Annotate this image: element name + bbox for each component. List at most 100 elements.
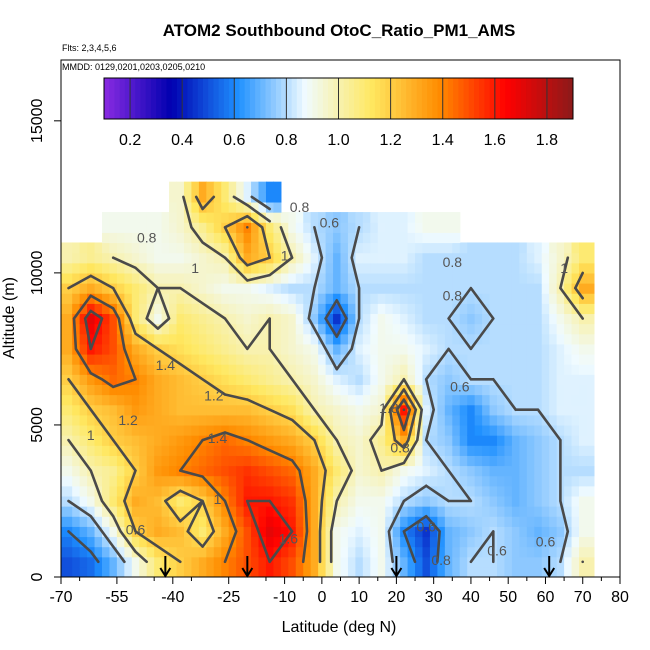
heatmap-cell — [288, 242, 297, 254]
heatmap-cell — [176, 333, 185, 345]
heatmap-cell — [362, 303, 371, 315]
heatmap-cell — [534, 272, 543, 284]
heatmap-cell — [154, 506, 163, 517]
heatmap-cell — [549, 475, 558, 487]
heatmap-cell — [273, 343, 282, 355]
heatmap-cell — [459, 424, 468, 436]
heatmap-cell — [87, 313, 96, 325]
heatmap-cell — [526, 303, 535, 315]
heatmap-cell — [407, 242, 416, 254]
colorbar-segment — [281, 78, 287, 119]
heatmap-cell — [288, 303, 297, 315]
heatmap-cell — [556, 516, 565, 527]
heatmap-cell — [444, 546, 453, 558]
heatmap-cell — [362, 516, 371, 527]
heatmap-cell — [146, 293, 155, 304]
heatmap-cell — [236, 526, 245, 538]
heatmap-cell — [206, 404, 215, 416]
heatmap-cell — [571, 293, 580, 304]
heatmap-cell — [310, 364, 319, 375]
heatmap-cell — [221, 546, 230, 558]
heatmap-cell — [61, 343, 66, 355]
colorbar-segment — [526, 78, 532, 119]
heatmap-cell — [519, 424, 528, 436]
heatmap-cell — [415, 404, 424, 416]
heatmap-cell — [459, 303, 468, 315]
heatmap-cell — [497, 566, 506, 577]
heatmap-cell — [161, 353, 170, 365]
heatmap-cell — [467, 465, 476, 477]
x-tick-label: -25 — [217, 589, 240, 606]
heatmap-cell — [444, 526, 453, 538]
heatmap-cell — [206, 485, 215, 497]
heatmap-cell — [61, 252, 66, 264]
heatmap-cell — [101, 475, 111, 487]
heatmap-cell — [452, 516, 461, 527]
heatmap-cell — [154, 445, 163, 456]
heatmap-cell — [61, 313, 66, 325]
heatmap-cell — [549, 455, 558, 467]
heatmap-cell — [362, 455, 371, 467]
heatmap-cell — [347, 566, 356, 577]
heatmap-cell — [116, 485, 125, 497]
heatmap-cell — [362, 333, 371, 345]
heatmap-cell — [333, 222, 342, 233]
heatmap-cell — [72, 435, 81, 446]
heatmap-cell — [79, 343, 88, 355]
heatmap-cell — [370, 323, 379, 335]
heatmap-cell — [437, 272, 446, 284]
heatmap-cell — [549, 526, 558, 538]
heatmap-cell — [258, 181, 267, 193]
heatmap-cell — [258, 485, 267, 497]
heatmap-cell — [116, 353, 125, 365]
heatmap-cell — [183, 394, 193, 406]
heatmap-cell — [191, 343, 200, 355]
heatmap-cell — [362, 465, 371, 477]
heatmap-cell — [79, 272, 88, 284]
heatmap-cell — [549, 303, 558, 315]
heatmap-cell — [325, 374, 334, 385]
heatmap-cell — [549, 546, 558, 558]
heatmap-cell — [429, 414, 438, 426]
heatmap-cell — [72, 485, 81, 497]
heatmap-cell — [355, 374, 364, 385]
heatmap-cell — [243, 313, 252, 325]
heatmap-cell — [370, 333, 379, 345]
heatmap-cell — [377, 293, 386, 304]
heatmap-cell — [236, 262, 245, 274]
heatmap-cell — [213, 465, 222, 477]
heatmap-cell — [370, 262, 379, 274]
heatmap-cell — [340, 313, 349, 325]
heatmap-cell — [377, 556, 386, 568]
heatmap-cell — [161, 242, 170, 254]
heatmap-cell — [377, 222, 386, 233]
heatmap-cell — [504, 252, 513, 264]
heatmap-cell — [191, 272, 200, 284]
heatmap-cell — [474, 343, 483, 355]
heatmap-cell — [251, 303, 260, 315]
heatmap-cell — [325, 546, 334, 558]
heatmap-cell — [497, 394, 506, 406]
heatmap-cell — [139, 516, 148, 527]
heatmap-cell — [251, 364, 260, 375]
heatmap-cell — [176, 353, 185, 365]
heatmap-cell — [101, 272, 111, 284]
heatmap-cell — [183, 272, 193, 284]
heatmap-cell — [526, 435, 535, 446]
heatmap-cell — [124, 404, 133, 416]
heatmap-cell — [139, 353, 148, 365]
heatmap-cell — [340, 475, 349, 487]
heatmap-cell — [474, 455, 483, 467]
colorbar-segment — [385, 78, 392, 119]
heatmap-cell — [400, 435, 409, 446]
heatmap-cell — [377, 516, 386, 527]
heatmap-cell — [556, 394, 565, 406]
contour-label: 1 — [87, 427, 95, 443]
heatmap-cell — [318, 384, 327, 396]
contour-label: 1.2 — [204, 388, 224, 404]
heatmap-cell — [437, 485, 446, 497]
heatmap-cell — [280, 283, 289, 294]
contour-line — [67, 299, 441, 564]
heatmap-cell — [154, 394, 163, 406]
heatmap-cell — [511, 455, 520, 467]
